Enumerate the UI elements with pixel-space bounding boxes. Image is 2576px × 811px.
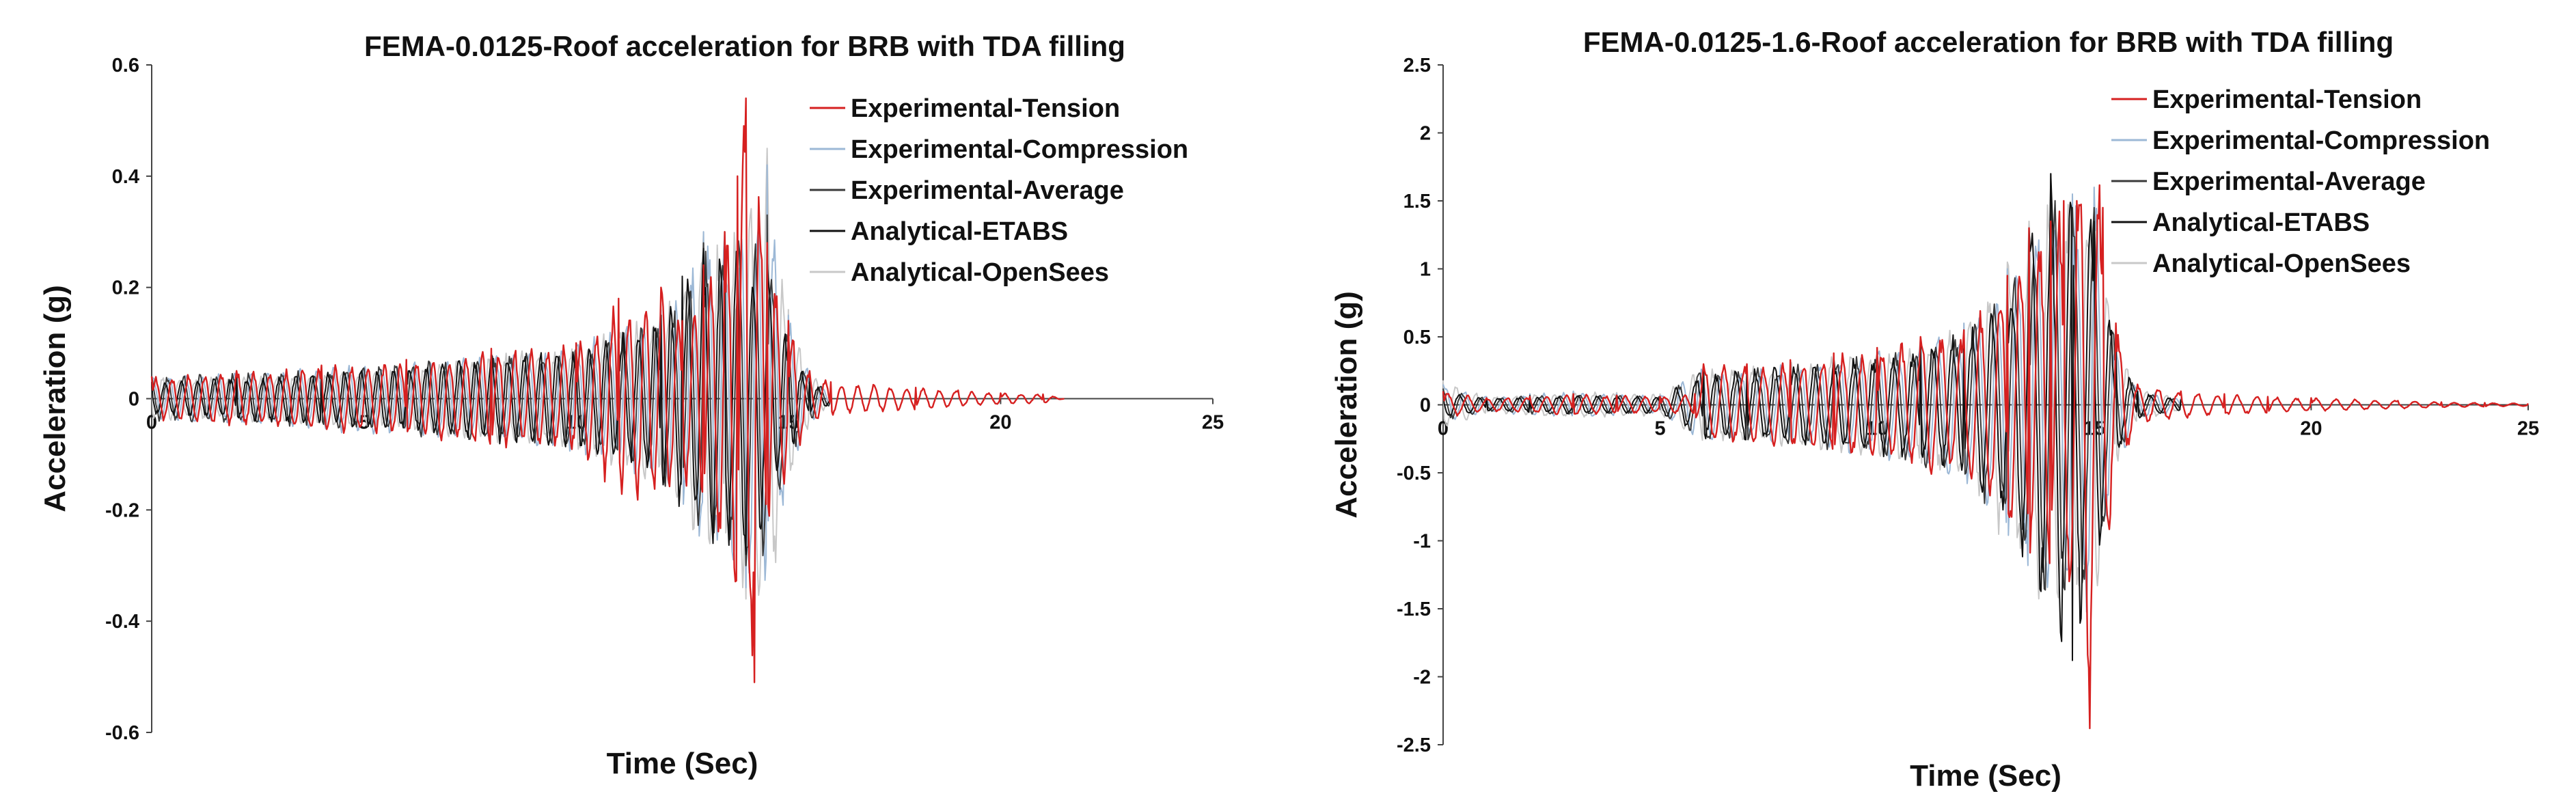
x-tick-label: 25: [2517, 418, 2539, 440]
chart-roof-acceleration-fema-0-0125: FEMA-0.0125-Roof acceleration for BRB wi…: [38, 30, 1224, 780]
y-tick-label: 1: [1420, 259, 1431, 281]
x-tick-label: 0: [146, 412, 157, 434]
y-tick-label: 0.6: [112, 55, 139, 77]
series-line-analytical-etabs: [1442, 173, 2182, 661]
y-tick-label: 0.4: [112, 166, 139, 188]
x-axis-label: Time (Sec): [1910, 759, 2061, 793]
legend-entry: Analytical-OpenSees: [851, 258, 1109, 287]
y-tick-label: -2: [1413, 667, 1431, 689]
x-tick-label: 25: [1202, 412, 1224, 434]
series-line-analytical-opensees: [1442, 180, 2182, 600]
y-tick-label: 2.5: [1403, 55, 1431, 77]
x-tick-label: 5: [1655, 418, 1666, 440]
y-tick-label: 0: [1420, 395, 1431, 417]
y-axis-label: Acceleration (g): [38, 285, 72, 512]
y-tick-label: 1.5: [1403, 191, 1431, 212]
y-tick-label: -1: [1413, 531, 1431, 553]
legend-entry: Analytical-ETABS: [851, 217, 1068, 246]
legend-entry: Analytical-ETABS: [2152, 208, 2370, 237]
series-line-experimental-average: [1442, 173, 2182, 591]
legend-entry: Experimental-Compression: [2152, 126, 2490, 155]
series-line-experimental-tension: [1442, 184, 2530, 730]
legend-entry: Experimental-Tension: [2152, 85, 2422, 114]
legend-entry: Experimental-Tension: [851, 94, 1120, 123]
y-tick-label: -0.6: [105, 722, 139, 744]
chart-title: FEMA-0.0125-1.6-Roof acceleration for BR…: [1583, 26, 2394, 58]
legend-entry: Experimental-Average: [851, 176, 1124, 205]
y-tick-label: 0.2: [112, 277, 139, 299]
y-tick-label: 0.5: [1403, 327, 1431, 348]
series-line-experimental-tension: [150, 97, 1065, 683]
y-tick-label: -1.5: [1397, 599, 1431, 620]
y-tick-label: -0.2: [105, 499, 139, 521]
chart-roof-acceleration-fema-0-0125-1-6: FEMA-0.0125-1.6-Roof acceleration for BR…: [1330, 26, 2539, 793]
legend-entry: Analytical-OpenSees: [2152, 249, 2411, 278]
chart-title: FEMA-0.0125-Roof acceleration for BRB wi…: [364, 30, 1125, 62]
legend-entry: Experimental-Average: [2152, 167, 2426, 196]
y-axis-label: Acceleration (g): [1330, 291, 1363, 519]
x-tick-label: 20: [989, 412, 1011, 434]
legend-entry: Experimental-Compression: [851, 135, 1188, 164]
y-tick-label: -0.5: [1397, 463, 1431, 484]
y-tick-label: -2.5: [1397, 734, 1431, 756]
y-tick-label: 0: [128, 389, 139, 411]
x-tick-label: 20: [2300, 418, 2322, 440]
y-tick-label: -0.4: [105, 611, 139, 633]
x-axis-label: Time (Sec): [607, 747, 758, 780]
x-tick-label: 0: [1438, 418, 1449, 440]
y-tick-label: 2: [1420, 123, 1431, 145]
